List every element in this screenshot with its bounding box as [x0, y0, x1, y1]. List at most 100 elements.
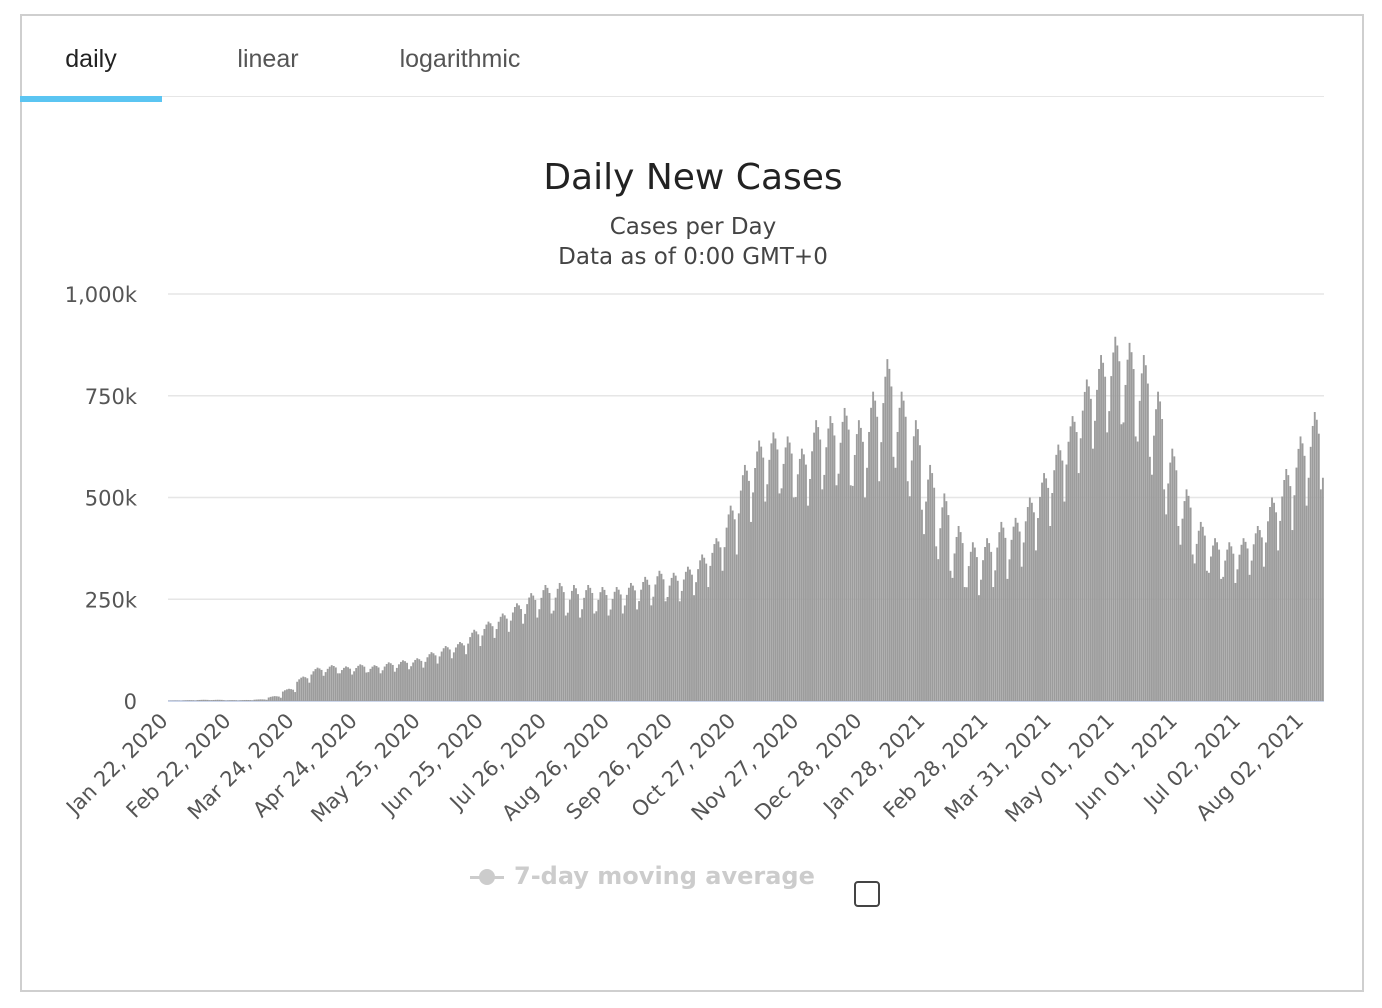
daily-bar[interactable] — [1201, 526, 1204, 701]
daily-bar[interactable] — [216, 699, 219, 701]
daily-bar[interactable] — [912, 436, 915, 701]
daily-bar[interactable] — [1258, 530, 1261, 701]
daily-bar[interactable] — [764, 501, 767, 701]
daily-bar[interactable] — [1159, 401, 1162, 701]
daily-bar[interactable] — [933, 487, 936, 701]
daily-bar[interactable] — [780, 488, 783, 701]
daily-bar[interactable] — [784, 447, 787, 701]
daily-bar[interactable] — [422, 667, 425, 701]
daily-bar[interactable] — [1193, 563, 1196, 701]
daily-bar[interactable] — [300, 677, 303, 701]
daily-bar[interactable] — [530, 593, 533, 701]
daily-bar[interactable] — [1183, 501, 1186, 701]
daily-bar[interactable] — [654, 584, 657, 702]
daily-bar[interactable] — [544, 585, 547, 701]
daily-bar[interactable] — [684, 571, 687, 701]
daily-bar[interactable] — [467, 643, 470, 701]
daily-bar[interactable] — [1000, 521, 1003, 701]
daily-bar[interactable] — [1010, 539, 1013, 701]
daily-bar[interactable] — [475, 631, 478, 701]
daily-bar[interactable] — [208, 700, 211, 701]
daily-bar[interactable] — [823, 474, 826, 701]
daily-bar[interactable] — [1157, 391, 1159, 701]
daily-bar[interactable] — [379, 673, 382, 701]
daily-bar[interactable] — [457, 644, 459, 701]
daily-bar[interactable] — [550, 613, 553, 702]
daily-bar[interactable] — [1079, 438, 1082, 701]
daily-bar[interactable] — [355, 668, 358, 701]
daily-bar[interactable] — [1085, 379, 1088, 701]
daily-bar[interactable] — [1083, 391, 1086, 701]
daily-bar[interactable] — [1163, 489, 1166, 701]
daily-bar[interactable] — [473, 629, 476, 701]
daily-bar[interactable] — [670, 577, 673, 701]
daily-bar[interactable] — [894, 467, 897, 701]
daily-bar[interactable] — [605, 595, 608, 701]
daily-bar[interactable] — [815, 420, 818, 701]
daily-bar[interactable] — [617, 589, 620, 701]
daily-bar[interactable] — [1004, 537, 1007, 701]
daily-bar[interactable] — [493, 637, 496, 701]
daily-bar[interactable] — [811, 451, 813, 701]
daily-bar[interactable] — [1155, 409, 1157, 701]
daily-bar[interactable] — [1116, 345, 1119, 701]
daily-bar[interactable] — [434, 655, 437, 701]
daily-bar[interactable] — [1138, 400, 1141, 701]
daily-bar[interactable] — [908, 496, 911, 701]
daily-bar[interactable] — [1035, 550, 1037, 701]
daily-bar[interactable] — [540, 597, 543, 701]
daily-bar[interactable] — [1207, 572, 1210, 701]
daily-bar[interactable] — [560, 586, 563, 701]
daily-bar[interactable] — [404, 661, 406, 701]
daily-bar[interactable] — [709, 565, 712, 701]
daily-bar[interactable] — [1309, 446, 1312, 701]
daily-bar[interactable] — [754, 467, 757, 701]
daily-bar[interactable] — [351, 674, 354, 701]
daily-bar[interactable] — [1236, 569, 1239, 701]
daily-bar[interactable] — [385, 664, 388, 701]
daily-bar[interactable] — [1173, 456, 1176, 701]
daily-bar[interactable] — [701, 554, 704, 701]
daily-bar[interactable] — [1069, 426, 1072, 701]
daily-bar[interactable] — [247, 700, 250, 701]
daily-bar[interactable] — [1128, 342, 1131, 701]
daily-bar[interactable] — [371, 666, 374, 701]
daily-bar[interactable] — [992, 587, 995, 701]
daily-bar[interactable] — [1269, 507, 1271, 701]
daily-bar[interactable] — [656, 576, 659, 701]
daily-bar[interactable] — [1315, 419, 1318, 701]
daily-bar[interactable] — [359, 664, 362, 701]
daily-bar[interactable] — [324, 672, 327, 701]
daily-bar[interactable] — [957, 525, 960, 701]
daily-bar[interactable] — [943, 493, 946, 701]
daily-bar[interactable] — [461, 643, 463, 701]
daily-bar[interactable] — [212, 699, 215, 701]
daily-bar[interactable] — [522, 623, 524, 701]
daily-bar[interactable] — [263, 699, 266, 701]
daily-bar[interactable] — [589, 587, 592, 701]
daily-bar[interactable] — [723, 547, 726, 701]
daily-bar[interactable] — [448, 649, 451, 701]
daily-bar[interactable] — [459, 641, 461, 701]
daily-bar[interactable] — [884, 376, 887, 701]
daily-bar[interactable] — [450, 658, 453, 701]
daily-bar[interactable] — [868, 431, 870, 701]
daily-bar[interactable] — [440, 651, 443, 701]
daily-bar[interactable] — [1185, 489, 1188, 701]
daily-bar[interactable] — [1250, 560, 1253, 701]
daily-bar[interactable] — [1045, 478, 1048, 701]
daily-bar[interactable] — [1289, 486, 1292, 701]
daily-bar[interactable] — [627, 587, 630, 701]
daily-bar[interactable] — [672, 572, 675, 701]
daily-bar[interactable] — [357, 665, 360, 701]
daily-bar[interactable] — [1161, 419, 1164, 701]
daily-bar[interactable] — [1175, 470, 1178, 701]
daily-bar[interactable] — [727, 514, 730, 701]
daily-bar[interactable] — [190, 700, 193, 701]
daily-bar[interactable] — [984, 546, 986, 701]
daily-bar[interactable] — [1295, 467, 1298, 701]
daily-bar[interactable] — [1246, 548, 1249, 701]
daily-bar[interactable] — [528, 597, 531, 701]
daily-bar[interactable] — [1061, 460, 1064, 701]
daily-bar[interactable] — [363, 666, 366, 701]
